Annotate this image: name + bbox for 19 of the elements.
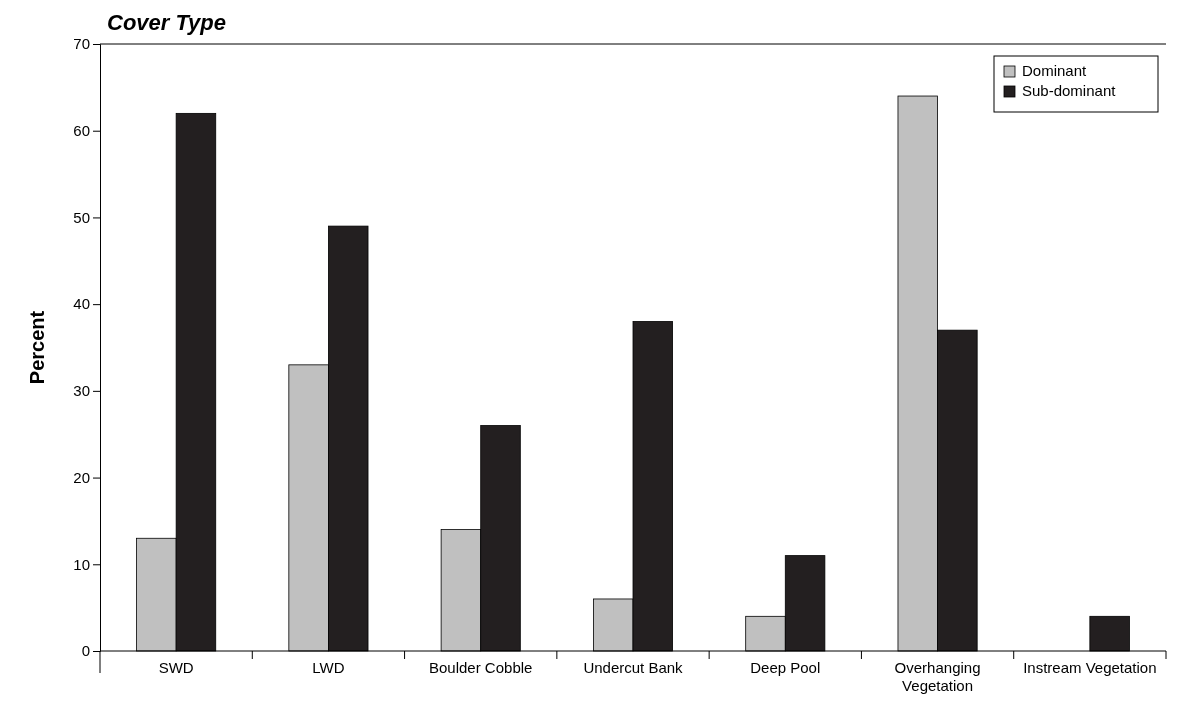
- x-tick-label: Undercut Bank: [583, 659, 684, 676]
- x-tick-label: Overhanging Vegetation: [894, 659, 981, 694]
- y-tick-label: 40: [73, 295, 90, 313]
- y-tick-label: 70: [73, 35, 90, 53]
- x-tick-label: Instream Vegetation: [1023, 659, 1157, 676]
- y-tick-label: 50: [73, 208, 90, 226]
- y-axis-title: Percent: [26, 310, 48, 385]
- x-tick-label: Deep Pool: [750, 659, 821, 676]
- legend-label: Dominant: [1022, 62, 1088, 79]
- legend-label: Sub-dominant: [1022, 82, 1117, 99]
- y-tick-label: 60: [73, 122, 90, 140]
- y-tick-label: 10: [73, 555, 90, 573]
- x-tick-label: SWD: [158, 659, 194, 676]
- x-tick-label: Boulder Cobble: [429, 659, 533, 676]
- y-tick-label: 30: [73, 382, 90, 400]
- x-tick-label: LWD: [312, 659, 345, 676]
- y-tick-label: 20: [73, 468, 90, 486]
- chart-title: Cover Type: [107, 10, 227, 35]
- y-tick-label: 0: [81, 642, 90, 660]
